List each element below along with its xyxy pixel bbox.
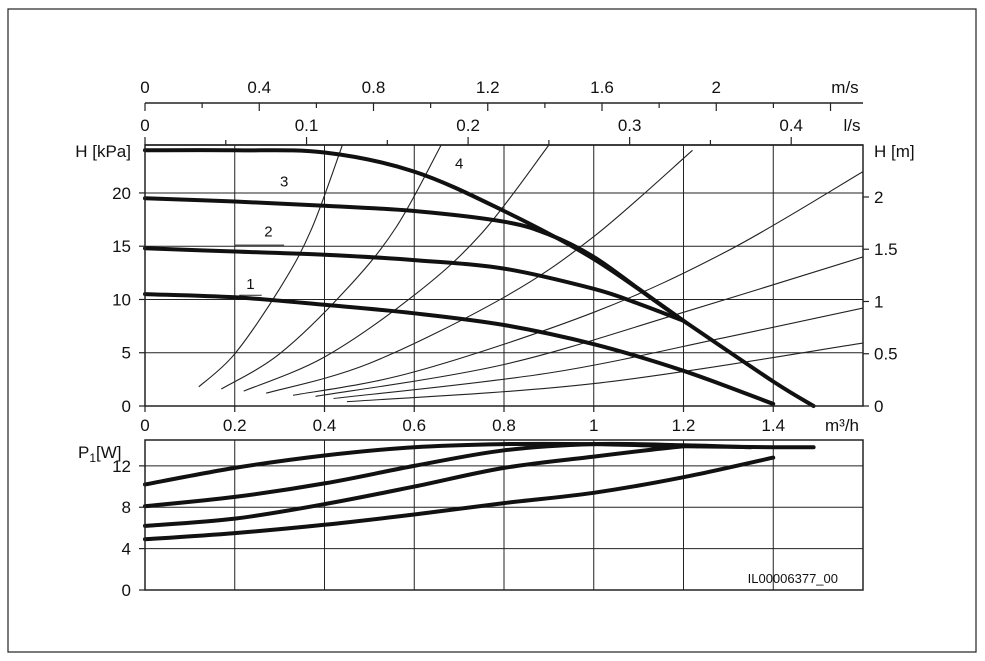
x-tick-label: 0.8 xyxy=(492,416,516,435)
x-tick-label: 1 xyxy=(589,416,598,435)
power-y-tick-label: 12 xyxy=(112,457,131,476)
y-left-tick-label: 15 xyxy=(112,237,131,256)
power-y-tick-label: 8 xyxy=(122,498,131,517)
y-right-tick-label: 1 xyxy=(874,292,883,311)
curve-label-4: 4 xyxy=(455,155,463,172)
power-y-tick-label: 4 xyxy=(122,540,131,559)
curve-label-1: 1 xyxy=(246,276,254,293)
head-curve-2 xyxy=(143,246,686,323)
head-series xyxy=(143,148,816,408)
power-series xyxy=(143,441,816,542)
y-right-tick-label: 1.5 xyxy=(874,240,898,259)
x-tick-label: 1.2 xyxy=(672,416,696,435)
system-curve-6 xyxy=(315,256,863,397)
ls-tick-label: 0.2 xyxy=(456,116,480,135)
ls-tick-label: 0 xyxy=(140,116,149,135)
system-curve-7 xyxy=(333,307,863,400)
y-right-tick-label: 0.5 xyxy=(874,345,898,364)
ls-tick-label: 0.3 xyxy=(618,116,642,135)
curve-label-3: 3 xyxy=(280,174,288,191)
ls-tick-label: 0.4 xyxy=(779,116,803,135)
ms-tick-label: 2 xyxy=(712,78,721,97)
system-curve-1 xyxy=(198,145,343,388)
x-tick-label: 0.4 xyxy=(313,416,337,435)
x-tick-label: 0.2 xyxy=(223,416,247,435)
system-curves xyxy=(198,145,863,403)
x-tick-label: 0.6 xyxy=(402,416,426,435)
y-right-axis-label: H [m] xyxy=(874,142,915,161)
y-right-tick-label: 0 xyxy=(874,397,883,416)
power-grid xyxy=(145,440,863,590)
system-curve-4 xyxy=(266,149,693,394)
ms-axis-label: m/s xyxy=(831,78,858,97)
power-curve-3 xyxy=(143,441,753,509)
power-y-tick-label: 0 xyxy=(122,581,131,600)
y-left-tick-label: 0 xyxy=(122,397,131,416)
head-curve-1 xyxy=(143,292,776,406)
y-left-axis-label: H [kPa] xyxy=(75,142,131,161)
ms-tick-label: 0.8 xyxy=(362,78,386,97)
ms-tick-label: 1.6 xyxy=(590,78,614,97)
ms-tick-label: 0 xyxy=(140,78,149,97)
power-plot-frame xyxy=(144,439,864,591)
system-curve-3 xyxy=(243,145,550,392)
x-tick-label: 1.4 xyxy=(761,416,785,435)
y-left-tick-label: 10 xyxy=(112,290,131,309)
system-curve-5 xyxy=(292,171,863,396)
system-curve-8 xyxy=(346,342,863,403)
power-curve-4 xyxy=(143,441,816,487)
ms-tick-label: 1.2 xyxy=(476,78,500,97)
head-grid xyxy=(145,145,863,406)
power-y-axis-label: P1[W] xyxy=(78,443,122,465)
power-curve-1 xyxy=(143,455,776,542)
figure-id: IL00006377_00 xyxy=(748,571,838,586)
power-curve-2 xyxy=(143,443,699,528)
ls-tick-label: 0.1 xyxy=(295,116,319,135)
curve-label-2: 2 xyxy=(264,224,272,241)
y-left-tick-label: 5 xyxy=(122,344,131,363)
ms-tick-label: 0.4 xyxy=(247,78,271,97)
y-right-tick-label: 2 xyxy=(874,188,883,207)
labels: 1 2 3 4 xyxy=(234,155,463,296)
y-left-tick-label: 20 xyxy=(112,184,131,203)
figure-border xyxy=(7,8,977,653)
system-curve-2 xyxy=(221,145,442,390)
x-tick-label: 0 xyxy=(140,416,149,435)
x-axis-label: m³/h xyxy=(825,416,859,435)
ls-axis-label: l/s xyxy=(844,116,861,135)
head-curve-4 xyxy=(143,148,816,408)
